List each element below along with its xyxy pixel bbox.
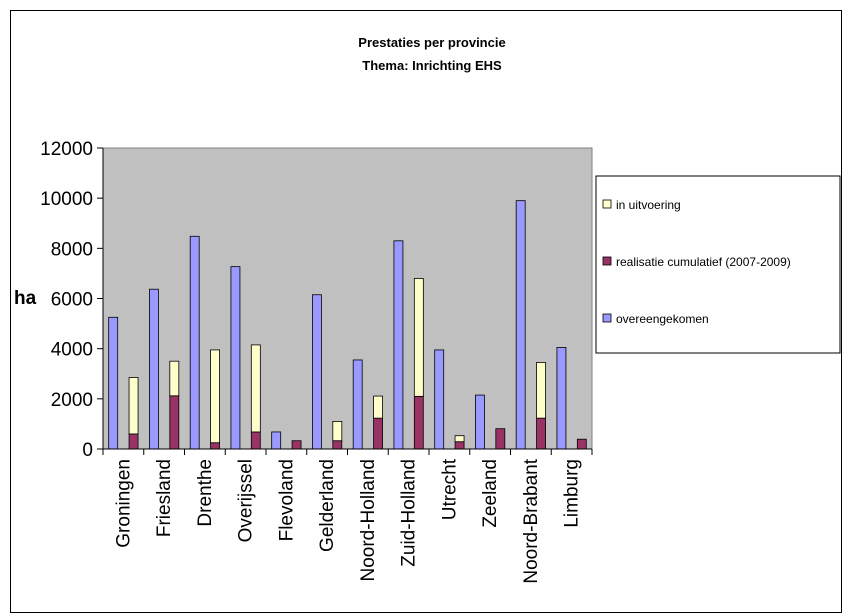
- bar-overeengekomen-overijssel: [230, 266, 241, 450]
- category-label-gelderland: Gelderland: [317, 459, 338, 552]
- y-tick-label-4000: 4000: [51, 340, 93, 361]
- bar-realisatie-cumulatief-2007-2009-noord-holland: [373, 417, 383, 450]
- category-label-limburg: Limburg: [562, 459, 583, 528]
- bar-in-uitvoering-drenthe: [210, 349, 220, 444]
- legend-label-in-uitvoering: in uitvoering: [616, 198, 681, 212]
- category-label-noord-brabant: Noord-Brabant: [521, 458, 542, 583]
- bar-realisatie-cumulatief-2007-2009-zuid-holland: [413, 395, 424, 450]
- bar-overeengekomen-zeeland: [475, 394, 485, 450]
- category-label-zeeland: Zeeland: [480, 459, 501, 528]
- y-tick-label-6000: 6000: [51, 290, 93, 311]
- bar-overeengekomen-flevoland: [271, 431, 282, 450]
- bar-overeengekomen-noord-holland: [352, 359, 363, 450]
- category-label-overijssel: Overijssel: [236, 459, 257, 542]
- bar-realisatie-cumulatief-2007-2009-limburg: [576, 438, 587, 450]
- y-tick-label-10000: 10000: [40, 189, 93, 210]
- y-tick-label-2000: 2000: [51, 390, 93, 411]
- y-tick-label-12000: 12000: [40, 139, 93, 160]
- bar-in-uitvoering-gelderland: [332, 421, 343, 442]
- bar-overeengekomen-groningen: [108, 316, 119, 450]
- bar-realisatie-cumulatief-2007-2009-overijssel: [250, 431, 261, 450]
- bar-overeengekomen-limburg: [556, 347, 567, 450]
- chart-subtitle: Thema: Inrichting EHS: [362, 58, 502, 73]
- bar-realisatie-cumulatief-2007-2009-friesland: [169, 395, 180, 450]
- bar-overeengekomen-noord-brabant: [515, 200, 526, 450]
- chart-title: Prestaties per provincie: [358, 35, 505, 50]
- category-label-drenthe: Drenthe: [195, 459, 216, 527]
- bar-realisatie-cumulatief-2007-2009-groningen: [128, 433, 139, 450]
- category-label-flevoland: Flevoland: [276, 459, 297, 541]
- bar-in-uitvoering-overijssel: [250, 344, 261, 433]
- category-label-zuid-holland: Zuid-Holland: [399, 459, 420, 567]
- y-tick-label-8000: 8000: [51, 239, 93, 260]
- bar-realisatie-cumulatief-2007-2009-noord-brabant: [536, 417, 546, 450]
- category-label-friesland: Friesland: [154, 459, 175, 537]
- bar-in-uitvoering-noord-brabant: [536, 362, 546, 419]
- category-label-noord-holland: Noord-Holland: [358, 459, 379, 582]
- legend: in uitvoering realisatie cumulatief (2007…: [595, 175, 841, 354]
- bars-group: [108, 200, 587, 450]
- bar-in-uitvoering-friesland: [169, 360, 180, 397]
- bar-in-uitvoering-zuid-holland: [413, 278, 424, 397]
- category-label-groningen: Groningen: [113, 459, 134, 548]
- legend-box: [595, 175, 841, 354]
- bar-realisatie-cumulatief-2007-2009-zeeland: [495, 428, 506, 450]
- bar-realisatie-cumulatief-2007-2009-flevoland: [291, 440, 302, 450]
- legend-swatch-realisatie-cumulatief-2007-2009: [602, 256, 612, 266]
- legend-swatch-in-uitvoering: [602, 199, 612, 209]
- axes-group: Groningen Friesland Drenthe Overijssel Flevo…: [40, 139, 593, 584]
- bar-realisatie-cumulatief-2007-2009-gelderland: [332, 440, 343, 450]
- bar-overeengekomen-zuid-holland: [393, 240, 404, 450]
- bar-in-uitvoering-noord-holland: [373, 395, 383, 419]
- bar-overeengekomen-utrecht: [434, 349, 445, 450]
- bar-in-uitvoering-groningen: [128, 377, 139, 435]
- bar-realisatie-cumulatief-2007-2009-drenthe: [210, 442, 220, 450]
- y-axis-label: ha: [14, 288, 37, 309]
- bar-in-uitvoering-utrecht: [454, 435, 465, 443]
- legend-label-overeengekomen: overeengekomen: [616, 312, 709, 326]
- legend-swatch-overeengekomen: [602, 313, 612, 323]
- category-label-utrecht: Utrecht: [439, 458, 460, 520]
- y-tick-label-0: 0: [82, 440, 93, 461]
- bar-overeengekomen-gelderland: [312, 294, 322, 450]
- legend-label-realisatie-cumulatief-2007-2009: realisatie cumulatief (2007-2009): [616, 255, 791, 269]
- bar-realisatie-cumulatief-2007-2009-utrecht: [454, 441, 465, 450]
- bar-overeengekomen-drenthe: [189, 235, 200, 450]
- plot-area: [102, 147, 593, 450]
- bar-overeengekomen-friesland: [149, 288, 159, 450]
